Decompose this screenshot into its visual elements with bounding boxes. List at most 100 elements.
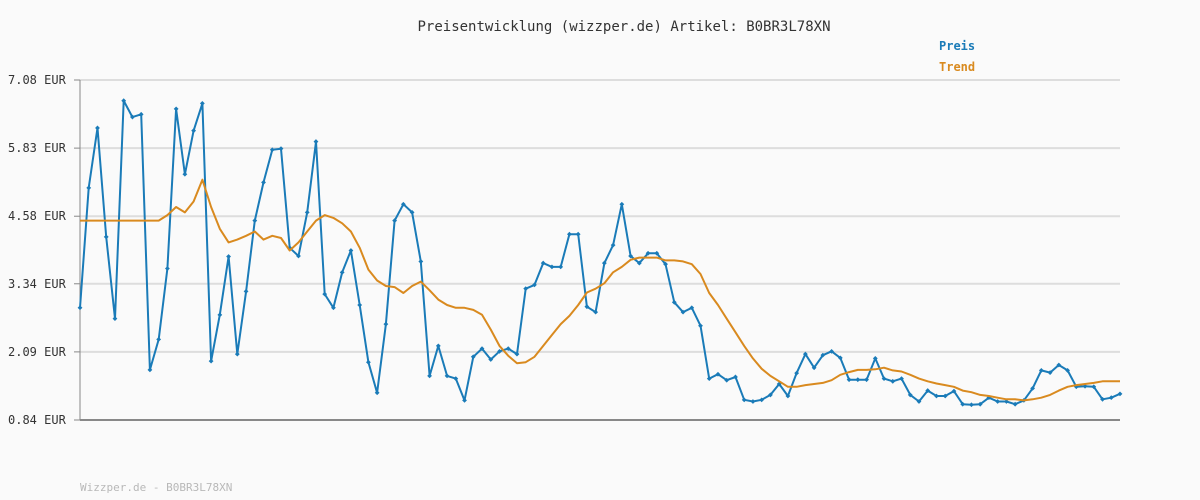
data-point-preis <box>383 321 389 327</box>
data-point-preis <box>558 264 564 270</box>
data-point-preis <box>619 201 625 207</box>
data-point-preis <box>409 210 415 215</box>
data-point-preis <box>479 346 485 352</box>
data-point-preis <box>86 185 92 191</box>
data-point-preis <box>802 351 808 357</box>
data-point-preis <box>217 312 223 318</box>
data-point-preis <box>1056 362 1062 368</box>
data-point-preis <box>811 365 817 371</box>
data-point-preis <box>339 269 345 275</box>
data-point-preis <box>199 101 205 106</box>
data-point-preis <box>977 401 983 407</box>
data-point-preis <box>191 128 197 134</box>
data-point-preis <box>907 392 913 398</box>
y-tick-label: 4.58 EUR <box>8 209 67 223</box>
data-point-preis <box>182 171 188 177</box>
data-point-preis <box>768 392 773 398</box>
data-point-preis <box>418 259 424 264</box>
data-point-preis <box>261 180 266 185</box>
data-point-preis <box>130 114 135 120</box>
data-point-preis <box>942 393 948 399</box>
data-point-preis <box>226 254 231 259</box>
data-point-preis <box>95 125 100 131</box>
data-point-preis <box>164 266 170 271</box>
data-point-preis <box>147 367 153 373</box>
data-point-preis <box>575 231 581 237</box>
data-point-preis <box>374 390 380 396</box>
data-point-preis <box>304 210 310 215</box>
data-point-preis <box>829 348 834 354</box>
data-point-preis <box>951 388 957 394</box>
data-point-preis <box>899 376 904 381</box>
data-point-preis <box>855 377 861 383</box>
data-point-preis <box>331 305 336 311</box>
data-point-preis <box>1091 384 1097 390</box>
data-point-preis <box>969 402 974 408</box>
data-point-preis <box>706 376 712 381</box>
data-point-preis <box>567 231 572 237</box>
y-tick-label: 3.34 EUR <box>8 277 67 291</box>
data-point-preis <box>523 286 529 292</box>
series-layer <box>77 98 1123 408</box>
data-point-preis <box>663 261 668 267</box>
data-point-preis <box>296 253 301 259</box>
data-point-preis <box>881 376 887 381</box>
axis-layer: 7.08 EUR 5.83 EUR 4.58 EUR 3.34 EUR 2.09 EUR… <box>8 73 1120 427</box>
data-point-preis <box>759 397 765 403</box>
data-point-preis <box>628 253 633 259</box>
data-point-preis <box>121 98 127 104</box>
data-point-preis <box>112 316 118 322</box>
y-tick-label: 0.84 EUR <box>8 413 67 427</box>
data-point-preis <box>715 371 721 377</box>
data-point-preis <box>549 264 555 270</box>
series-line-trend <box>80 178 1120 402</box>
data-point-preis <box>794 370 800 376</box>
data-point-preis <box>864 377 869 383</box>
data-point-preis <box>497 348 502 354</box>
data-point-preis <box>348 248 354 253</box>
data-point-preis <box>741 397 747 403</box>
data-point-preis <box>243 289 249 294</box>
data-point-preis <box>427 373 432 379</box>
data-point-preis <box>837 355 843 361</box>
data-point-preis <box>138 111 144 117</box>
data-point-preis <box>322 291 328 297</box>
data-point-preis <box>1030 385 1036 391</box>
data-point-preis <box>724 377 730 383</box>
data-point-preis <box>462 397 467 403</box>
data-point-preis <box>505 346 511 352</box>
data-point-preis <box>960 401 966 407</box>
data-point-preis <box>392 218 398 223</box>
data-point-preis <box>1108 395 1114 401</box>
data-point-preis <box>654 250 660 256</box>
data-point-preis <box>698 323 703 329</box>
data-point-preis <box>785 393 791 399</box>
data-point-preis <box>1100 396 1105 402</box>
data-point-preis <box>610 242 616 248</box>
data-point-preis <box>470 354 476 360</box>
data-point-preis <box>540 260 546 266</box>
data-point-preis <box>689 305 695 311</box>
data-point-preis <box>680 309 686 315</box>
y-tick-label: 2.09 EUR <box>8 345 67 359</box>
series-line-preis <box>79 99 1121 406</box>
data-point-preis <box>1047 370 1053 375</box>
data-point-preis <box>278 146 284 152</box>
data-point-preis <box>1003 399 1009 404</box>
y-tick-label: 7.08 EUR <box>8 73 67 87</box>
data-point-preis <box>916 399 922 404</box>
data-point-preis <box>645 250 651 256</box>
data-point-preis <box>532 282 537 288</box>
data-point-preis <box>890 378 896 384</box>
grid-layer <box>80 79 1120 353</box>
data-point-preis <box>435 343 441 349</box>
data-point-preis <box>1012 401 1018 407</box>
data-point-preis <box>156 336 162 342</box>
data-point-preis <box>514 351 520 357</box>
data-point-preis <box>1038 368 1044 373</box>
data-point-preis <box>234 351 240 357</box>
footer-credit: Wizzper.de - B0BR3L78XN <box>80 481 233 494</box>
chart-title: Preisentwicklung (wizzper.de) Artikel: B… <box>417 19 831 35</box>
legend-item-preis: Preis <box>939 39 976 53</box>
